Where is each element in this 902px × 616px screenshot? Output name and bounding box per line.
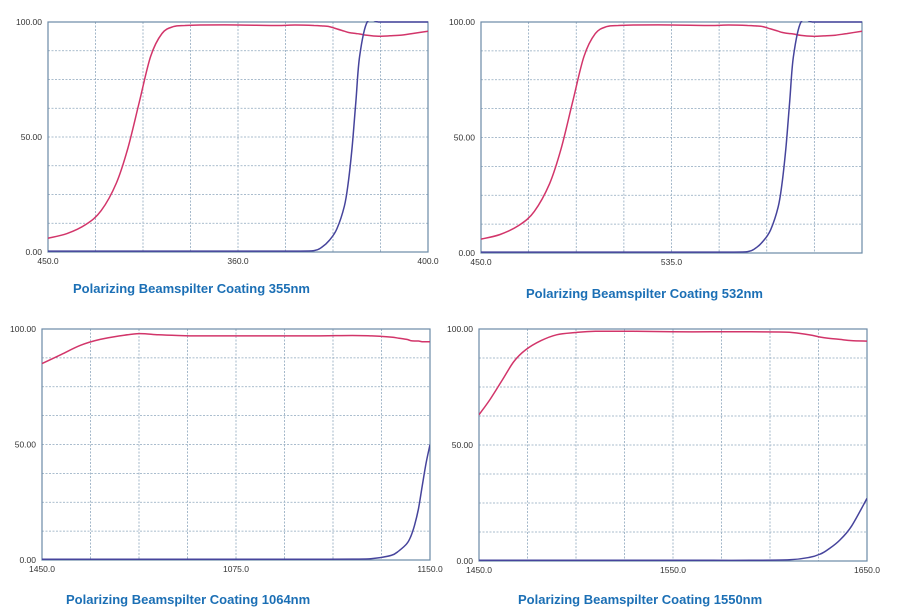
y-tick-label: 0.00: [456, 556, 473, 566]
chart-caption-1550: Polarizing Beamspilter Coating 1550nm: [518, 592, 763, 607]
p-polarization-line: [48, 24, 428, 239]
y-tick-label: 0.00: [25, 247, 42, 257]
s-polarization-line: [479, 498, 867, 561]
chart-plot-1550: 0.00 50.00 100.00 1450.0 1550.0 1650.0: [447, 324, 880, 575]
x-tick-label: 1450.0: [29, 564, 55, 574]
s-polarization-line: [42, 444, 430, 560]
s-polarization-line: [48, 21, 428, 252]
y-tick-label: 50.00: [452, 440, 474, 450]
x-tick-label: 450.0: [37, 256, 59, 266]
x-tick-label: 535.0: [661, 257, 683, 267]
y-tick-label: 100.00: [447, 324, 473, 334]
chart-caption-355: Polarizing Beamspilter Coating 355nm: [73, 281, 310, 296]
y-tick-label: 100.00: [449, 17, 475, 27]
chart-plot-532: 0.00 50.00 100.00 450.0 535.0: [449, 17, 863, 267]
x-tick-label: 360.0: [227, 256, 249, 266]
y-tick-label: 0.00: [19, 555, 36, 565]
plot-frame: [480, 21, 863, 254]
x-tick-label: 1150.0: [417, 564, 443, 574]
chart-caption-532: Polarizing Beamspilter Coating 532nm: [526, 286, 763, 301]
chart-plot-1064: 0.00 50.00 100.00 1450.0 1075.0 1150.0: [10, 324, 443, 574]
x-tick-label: 400.0: [417, 256, 439, 266]
x-tick-label: 1650.0: [854, 565, 880, 575]
y-tick-label: 50.00: [21, 132, 43, 142]
x-tick-label: 1450.0: [466, 565, 492, 575]
plot-frame: [47, 21, 429, 253]
y-tick-label: 0.00: [458, 248, 475, 258]
chart-panel-1064: 0.00 50.00 100.00 1450.0 1075.0 1150.0 Polari…: [0, 0, 450, 616]
y-tick-label: 50.00: [454, 133, 476, 143]
chart-panel-532: 0.00 50.00 100.00 450.0 535.0 Polarizing Bea…: [0, 0, 902, 305]
p-polarization-line: [479, 330, 867, 416]
y-tick-label: 100.00: [10, 324, 36, 334]
p-polarization-line: [42, 332, 430, 365]
chart-plot-355: 0.00 50.00 100.00 450.0 360.0 400.0: [16, 17, 439, 266]
x-tick-label: 450.0: [470, 257, 492, 267]
s-polarization-line: [481, 21, 862, 253]
chart-caption-1064: Polarizing Beamspilter Coating 1064nm: [66, 592, 311, 607]
p-polarization-line: [481, 24, 862, 240]
x-tick-label: 1550.0: [660, 565, 686, 575]
y-tick-label: 100.00: [16, 17, 42, 27]
y-tick-label: 50.00: [15, 440, 37, 450]
chart-panel-355: 0.00 50.00 100.00 450.0 360.0 400.0 Polarizin…: [0, 0, 450, 300]
x-tick-label: 1075.0: [223, 564, 249, 574]
